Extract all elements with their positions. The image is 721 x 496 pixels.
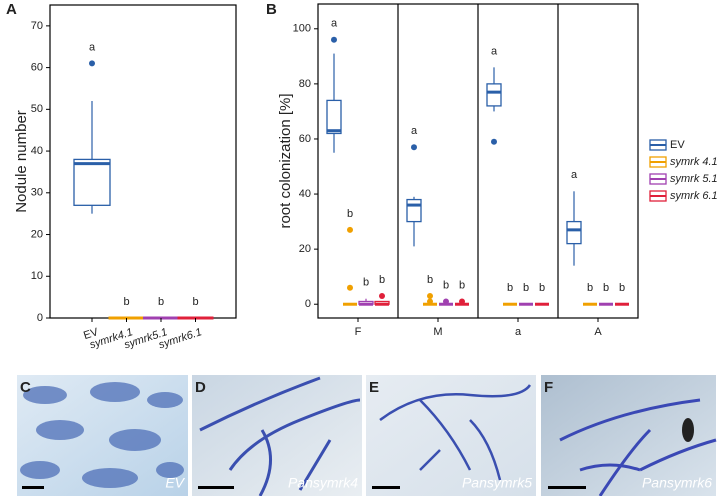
outlier — [331, 36, 337, 43]
y-tick-label: 70 — [31, 20, 43, 32]
significance-letter: b — [507, 282, 513, 294]
significance-letter: a — [89, 41, 96, 53]
significance-letter: b — [619, 282, 625, 294]
significance-letter: b — [587, 282, 593, 294]
outlier — [459, 298, 465, 305]
outlier — [347, 284, 353, 291]
significance-letter: b — [123, 296, 129, 308]
legend-label: symrk 5.1 — [670, 173, 718, 185]
panel-label: D — [195, 379, 206, 396]
box — [406, 198, 422, 223]
outlier — [347, 226, 353, 233]
panel-label: A — [6, 1, 17, 18]
significance-letter: b — [459, 279, 465, 291]
significance-letter: b — [443, 279, 449, 291]
significance-letter: b — [192, 296, 198, 308]
y-tick-label: 0 — [305, 298, 311, 310]
significance-letter: b — [539, 282, 545, 294]
outlier — [491, 138, 497, 145]
x-tick-label: F — [355, 326, 362, 338]
x-tick-label: EV — [82, 326, 100, 342]
legend-label: symrk 4.1 — [670, 156, 718, 168]
significance-letter: b — [158, 296, 164, 308]
significance-letter: b — [523, 282, 529, 294]
box — [486, 83, 502, 107]
outlier — [411, 144, 417, 151]
hyphae — [199, 376, 361, 496]
significance-letter: a — [411, 125, 418, 137]
micrograph-label: Pansymrk5 — [462, 475, 532, 491]
y-axis-label: root colonization [%] — [277, 93, 294, 228]
box — [566, 220, 582, 245]
y-tick-label: 60 — [299, 133, 311, 145]
significance-letter: a — [491, 45, 498, 57]
panel-label: C — [20, 379, 31, 396]
legend-label: symrk 6.1 — [670, 190, 718, 202]
micrograph-label: Pansymrk4 — [288, 475, 358, 491]
cells — [20, 382, 184, 488]
x-tick-label: A — [594, 326, 602, 338]
y-tick-label: 20 — [299, 243, 311, 255]
y-tick-label: 80 — [299, 78, 311, 90]
y-tick-label: 100 — [293, 23, 311, 35]
outlier — [427, 292, 433, 299]
panel-label: E — [369, 379, 379, 396]
panel-label: B — [266, 1, 277, 18]
y-tick-label: 30 — [31, 187, 43, 199]
significance-letter: b — [379, 274, 385, 286]
micrograph-label: Pansymrk6 — [642, 475, 712, 491]
box — [326, 99, 342, 135]
legend-label: EV — [670, 139, 685, 151]
significance-letter: b — [363, 277, 369, 289]
y-tick-label: 40 — [31, 145, 43, 157]
x-tick-label: a — [515, 326, 522, 338]
box — [73, 158, 111, 206]
significance-letter: a — [571, 169, 578, 181]
micrograph-label: EV — [165, 475, 185, 491]
y-tick-label: 10 — [31, 270, 43, 282]
significance-letter: b — [603, 282, 609, 294]
y-tick-label: 20 — [31, 228, 43, 240]
outlier — [427, 298, 433, 305]
outlier — [89, 60, 95, 67]
significance-letter: b — [427, 274, 433, 286]
panel-label: F — [544, 379, 553, 396]
outlier — [379, 292, 385, 299]
significance-letter: a — [331, 18, 338, 30]
significance-letter: b — [347, 208, 353, 220]
outlier — [443, 298, 449, 305]
hyphae — [559, 398, 717, 496]
y-axis-label: Nodule number — [13, 110, 30, 213]
spore — [682, 418, 694, 442]
micrographs — [17, 375, 717, 496]
y-tick-label: 60 — [31, 62, 43, 74]
y-tick-label: 50 — [31, 103, 43, 115]
y-tick-label: 40 — [299, 188, 311, 200]
y-tick-label: 0 — [37, 312, 43, 324]
scale-bars — [22, 486, 586, 489]
hyphae — [379, 384, 532, 481]
x-tick-label: M — [433, 326, 442, 338]
